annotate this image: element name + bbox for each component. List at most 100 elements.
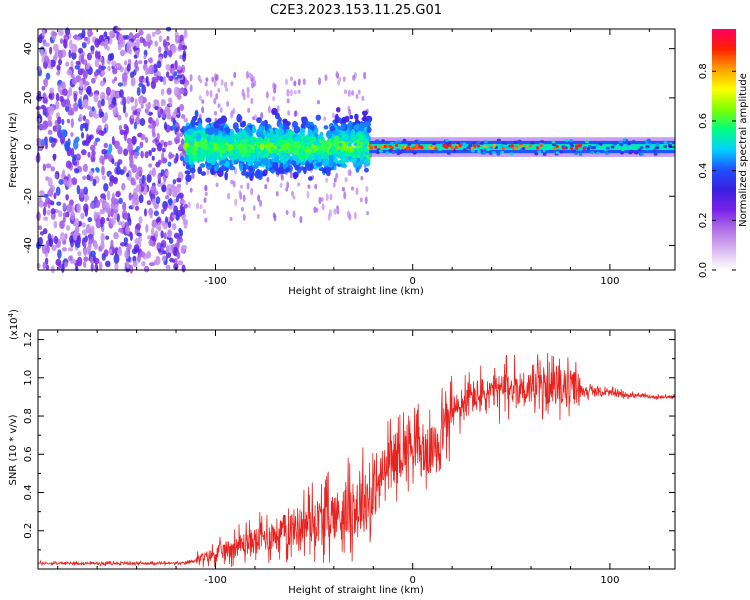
spectrogram-cell bbox=[501, 146, 505, 150]
spectrogram-cell bbox=[486, 147, 491, 151]
spectrogram-cell bbox=[59, 220, 65, 230]
spectrogram-cell bbox=[160, 100, 166, 107]
spectrogram-cell bbox=[97, 50, 101, 60]
spectrogram-cell bbox=[224, 160, 230, 168]
spectrogram-cell bbox=[312, 136, 317, 141]
spectrogram-cell bbox=[293, 89, 297, 95]
spectrogram-cell bbox=[145, 224, 149, 233]
spectrogram-cell bbox=[358, 123, 365, 132]
spectrogram-cell bbox=[178, 132, 184, 137]
spectrogram-cell bbox=[348, 108, 352, 116]
spectrogram-cell bbox=[472, 144, 476, 148]
spectrogram-cell bbox=[71, 51, 77, 60]
spectrogram-cell bbox=[180, 114, 186, 119]
spectrogram-cell bbox=[176, 106, 180, 114]
spectrogram-cell bbox=[341, 116, 347, 124]
spectrogram-cell bbox=[83, 203, 89, 214]
spectrogram-cell bbox=[65, 61, 70, 67]
spectrogram-cell bbox=[303, 143, 308, 147]
spectrogram-cell bbox=[344, 177, 348, 183]
spectrogram-cell bbox=[185, 174, 192, 183]
spectrogram-cell bbox=[204, 149, 211, 158]
spectrogram-cell bbox=[530, 141, 535, 145]
spectrogram-cell bbox=[537, 150, 542, 154]
spectrogram-cell bbox=[150, 185, 157, 194]
spectrogram-cell bbox=[140, 134, 146, 141]
spectrogram-cell bbox=[165, 264, 171, 270]
spectrogram-cell bbox=[114, 262, 119, 271]
spectrogram-cell bbox=[458, 144, 462, 148]
spectrogram-cell bbox=[90, 45, 95, 52]
spectrogram-cell bbox=[91, 106, 95, 112]
spectrogram-cell bbox=[328, 151, 332, 156]
y-tick-label: 40 bbox=[23, 42, 34, 55]
spectrogram-cell bbox=[353, 211, 357, 220]
spectrogram-cell bbox=[213, 80, 217, 87]
spectrogram-cell bbox=[338, 142, 343, 147]
spectrogram-cell bbox=[189, 187, 193, 193]
spectrogram-cell bbox=[164, 195, 170, 200]
spectrogram-cell bbox=[304, 151, 309, 161]
spectrogram-cell bbox=[61, 118, 65, 125]
spectrogram-cell bbox=[189, 167, 196, 174]
spectrogram-cell bbox=[163, 121, 168, 131]
spectrogram-cell bbox=[496, 138, 501, 142]
spectrogram-cell bbox=[36, 262, 41, 269]
spectrogram-cell bbox=[205, 77, 209, 82]
spectrogram-cell bbox=[335, 70, 339, 79]
spectrogram-cell bbox=[82, 70, 88, 80]
spectrogram-cell bbox=[106, 217, 110, 222]
spectrogram-cell bbox=[265, 91, 269, 99]
spectrogram-cell bbox=[173, 157, 178, 164]
spectrogram-cell bbox=[194, 109, 199, 118]
spectrogram-cell bbox=[134, 33, 140, 39]
spectrogram-cell bbox=[80, 131, 85, 139]
spectrogram-cell bbox=[131, 198, 136, 209]
spectrogram-cell bbox=[236, 113, 242, 123]
spectrogram-cell bbox=[47, 114, 52, 121]
spectrogram-cell bbox=[289, 171, 293, 179]
spectrogram-cell bbox=[99, 111, 105, 118]
spectrogram-cell bbox=[201, 106, 205, 114]
spectrogram-cell bbox=[156, 75, 160, 81]
spectrogram-cell bbox=[115, 140, 121, 148]
spectrogram-cell bbox=[342, 76, 346, 83]
spectrogram-cell bbox=[410, 147, 414, 151]
spectrogram-cell bbox=[375, 139, 380, 143]
spectrogram-cell bbox=[70, 118, 74, 128]
spectrogram-cell bbox=[138, 194, 144, 204]
spectrogram-cell bbox=[138, 96, 144, 103]
spectrogram-cell bbox=[122, 201, 127, 212]
spectrogram-cell bbox=[165, 111, 170, 116]
spectrogram-cell bbox=[38, 196, 42, 204]
spectrogram-cell bbox=[354, 113, 359, 120]
spectrogram-cell bbox=[290, 76, 294, 82]
spectrogram-cell bbox=[439, 143, 444, 147]
spectrogram-cell bbox=[141, 174, 145, 184]
spectrogram-cell bbox=[202, 208, 206, 214]
snr-y-scale: (x104) bbox=[7, 309, 20, 340]
y-tick-label: 1.0 bbox=[23, 370, 34, 386]
spectrogram-cell bbox=[99, 155, 105, 164]
spectrogram-cell bbox=[258, 154, 263, 159]
spectrogram-cell bbox=[160, 88, 165, 96]
colorbar-tick-label: 0.8 bbox=[698, 63, 709, 79]
spectrogram-cell bbox=[412, 151, 417, 155]
spectrogram-cell bbox=[38, 225, 43, 231]
spectrogram-cell bbox=[325, 177, 329, 183]
spectrogram-cell bbox=[335, 172, 339, 179]
spectrogram-cell bbox=[85, 88, 91, 94]
spectrogram-cell bbox=[250, 97, 254, 105]
spectrogram-cell bbox=[209, 89, 213, 98]
spectrogram-cell bbox=[297, 89, 301, 94]
spectrogram-cell bbox=[94, 38, 100, 48]
spectrogram-cell bbox=[232, 180, 236, 188]
spectrogram-cell bbox=[204, 217, 208, 223]
spectrogram-cell bbox=[294, 156, 300, 163]
spectrogram-cell bbox=[94, 199, 101, 209]
spectrogram-cell bbox=[176, 239, 180, 249]
spectrogram-cell bbox=[129, 96, 135, 103]
spectrogram-cell bbox=[205, 89, 209, 97]
spectrogram-cell bbox=[553, 147, 557, 151]
spectrogram-cell bbox=[98, 261, 103, 271]
